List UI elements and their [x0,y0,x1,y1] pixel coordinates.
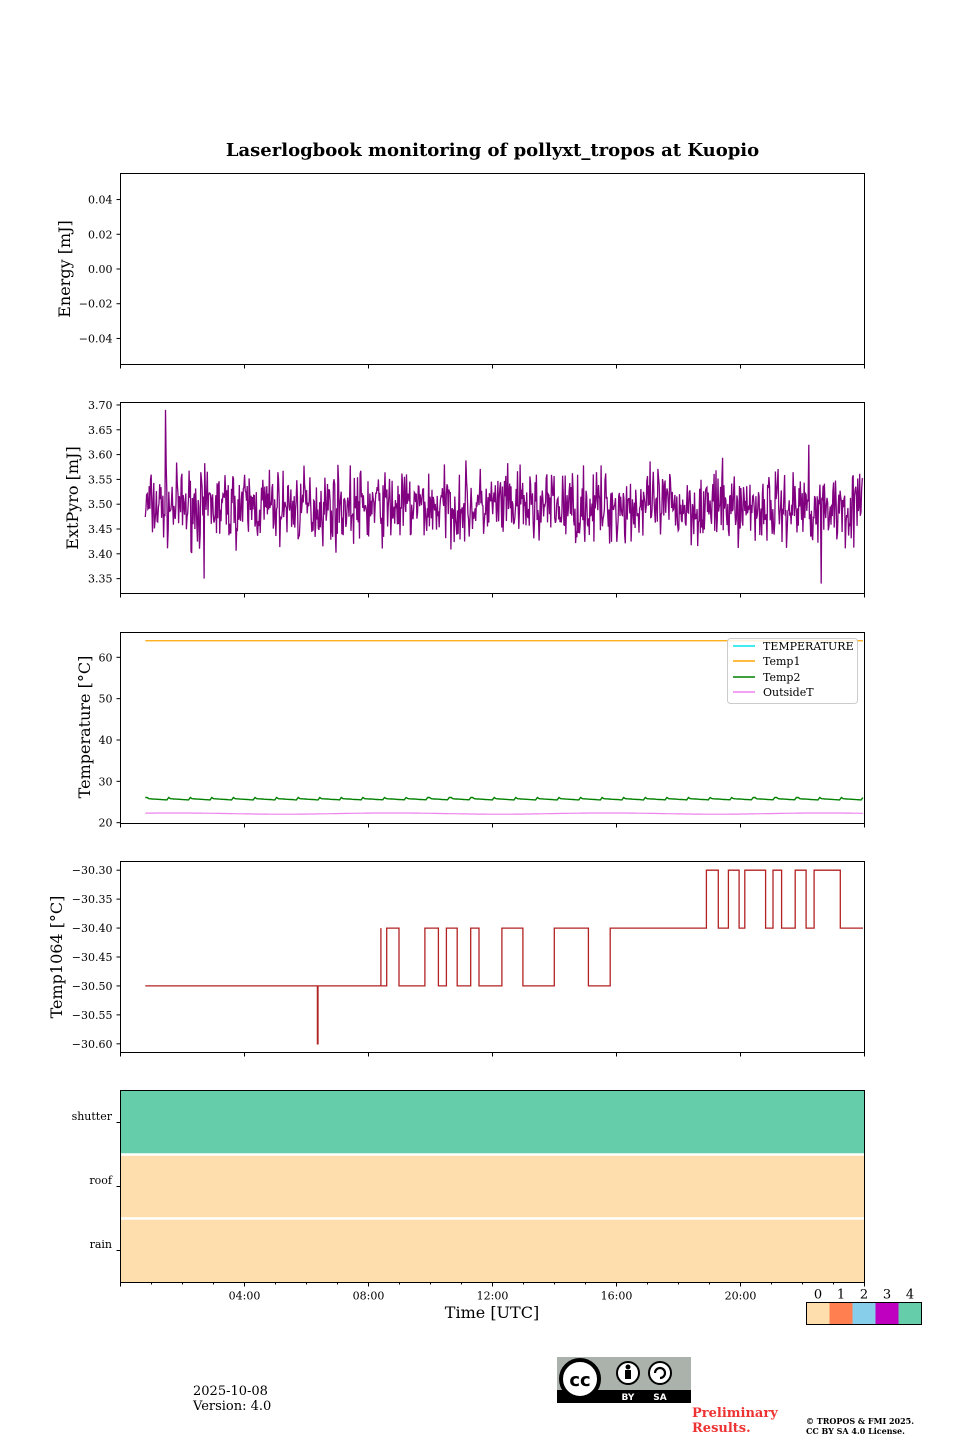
ytick-label-temp1064: −30.55 [72,1009,113,1022]
x-axis-label: Time [UTC] [445,1303,539,1322]
temp1064-panel-frame [120,861,865,1053]
legend-label-temp2: Temp2 [763,671,800,684]
xtick-label: 16:00 [601,1290,633,1303]
footer-version: Version: 4.0 [193,1399,272,1414]
colorbar-cell-1 [829,1302,853,1325]
cc-license-badge: cc BY SA [557,1357,691,1403]
ytick-label-extpyro: 3.55 [88,473,113,486]
temp2-series-line [145,796,864,801]
temp1064-ylabel: Temp1064 [°C] [47,896,66,1019]
ytick-label-temperature: 60 [99,651,113,664]
temp1064-series-line [145,869,863,1045]
legend-label-temp1: Temp1 [763,655,800,668]
extpyro-ylabel: ExtPyro [mJ] [63,446,82,549]
ytick-label-energy: −0.04 [79,332,113,345]
xtick-label: 08:00 [353,1290,385,1303]
flag-row-shutter [120,1090,865,1155]
by-person-head [625,1364,631,1370]
colorbar-cell-3 [875,1302,899,1325]
xtick-label: 12:00 [477,1290,509,1303]
footer-date-block: 2025-10-08 Version: 4.0 [193,1384,271,1414]
ytick-label-temperature: 50 [99,693,113,706]
colorbar-label-4: 4 [906,1288,914,1303]
preliminary-results-note: Preliminary Results. [692,1406,802,1436]
flag-row-label-shutter: shutter [72,1110,113,1123]
sa-share-alike-icon [648,1361,672,1385]
cc-logo-text: cc [569,1370,590,1391]
flag-row-rain [120,1218,865,1283]
energy-ylabel: Energy [mJ] [55,220,74,318]
ytick-label-extpyro: 3.50 [88,498,113,511]
ytick-label-energy: 0.04 [88,194,113,207]
ytick-label-extpyro: 3.60 [88,449,113,462]
ytick-label-temp1064: −30.50 [72,980,113,993]
chart-title: Laserlogbook monitoring of pollyxt_tropo… [225,140,760,161]
preliminary-line-2: Results. [692,1421,751,1436]
ytick-label-energy: −0.02 [79,298,113,311]
ytick-label-temperature: 40 [99,734,113,747]
ytick-label-extpyro: 3.45 [88,523,113,536]
flag-row-roof [120,1154,865,1219]
flag-row-label-roof: roof [89,1174,113,1187]
temperature-ylabel: Temperature [°C] [75,656,94,799]
sa-arrow-icon [653,1366,667,1380]
ytick-label-extpyro: 3.65 [88,424,113,437]
colorbar-frame [806,1302,922,1325]
ytick-label-temp1064: −30.35 [72,893,113,906]
sa-label: SA [653,1393,666,1403]
extpyro-series-line [144,409,864,584]
ytick-label-extpyro: 3.70 [88,399,113,412]
ytick-label-energy: 0.00 [88,263,113,276]
temperature-legend: TEMPERATURE Temp1 Temp2 OutsideT [727,638,858,704]
by-person-body [625,1370,631,1379]
colorbar-label-2: 2 [860,1288,868,1303]
colorbar-label-0: 0 [814,1288,822,1303]
colorbar-label-1: 1 [837,1288,845,1303]
ytick-label-temperature: 30 [99,775,113,788]
by-label: BY [622,1393,635,1403]
copyright-line-1: © TROPOS & FMI 2025. [806,1416,915,1426]
energy-panel-frame [120,173,865,365]
ytick-label-temp1064: −30.40 [72,922,113,935]
footer-date: 2025-10-08 [193,1384,268,1399]
copyright-line-2: CC BY SA 4.0 License. [806,1426,905,1436]
ytick-label-extpyro: 3.40 [88,548,113,561]
ytick-label-extpyro: 3.35 [88,573,113,586]
ytick-label-temp1064: −30.60 [72,1038,113,1051]
legend-box [727,638,858,704]
xtick-label: 20:00 [725,1290,757,1303]
colorbar-cell-2 [852,1302,876,1325]
cc-logo-icon [559,1358,601,1400]
ytick-label-temp1064: −30.30 [72,864,113,877]
flag-row-label-rain: rain [90,1238,112,1251]
legend-label-temperature: TEMPERATURE [763,640,854,653]
colorbar-label-3: 3 [883,1288,891,1303]
copyright-note: © TROPOS & FMI 2025. CC BY SA 4.0 Licens… [806,1416,956,1436]
ytick-label-temperature: 20 [99,817,113,830]
ytick-label-energy: 0.02 [88,228,113,241]
legend-label-outsidet: OutsideT [763,686,814,699]
outsidet-series-line [145,812,863,815]
ytick-label-temp1064: −30.45 [72,951,113,964]
xtick-label: 04:00 [229,1290,261,1303]
colorbar-cell-0 [806,1302,830,1325]
preliminary-line-1: Preliminary [692,1406,778,1421]
colorbar-cell-4 [898,1302,922,1325]
